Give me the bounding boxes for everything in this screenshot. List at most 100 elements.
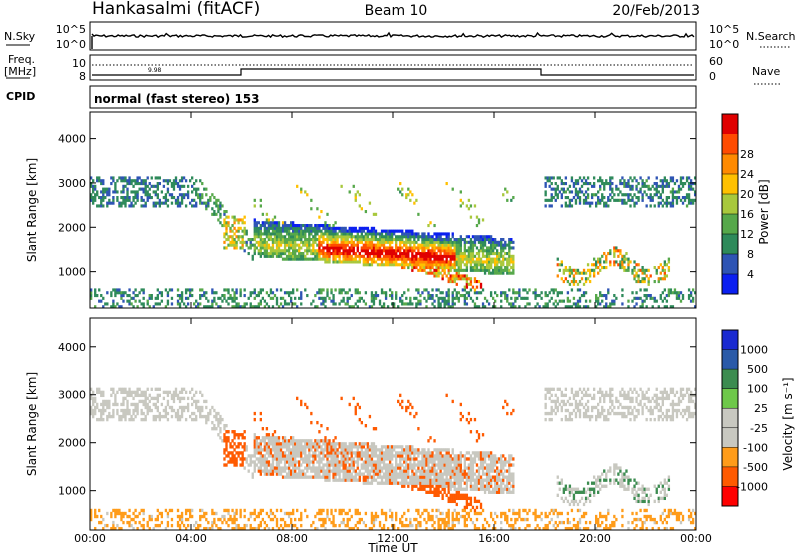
power-cell: [489, 263, 493, 267]
power-cell: [578, 296, 582, 300]
velocity-cell: [283, 520, 287, 525]
power-cell: [401, 252, 404, 256]
power-cell: [356, 288, 359, 292]
power-cell: [465, 249, 469, 253]
power-cell: [298, 296, 301, 300]
power-cell: [453, 263, 456, 267]
velocity-cell: [223, 436, 226, 440]
power-cell: [106, 201, 109, 205]
velocity-cell: [300, 514, 303, 519]
velocity-cell: [277, 439, 281, 443]
velocity-cell: [326, 511, 329, 516]
velocity-cell: [314, 454, 317, 458]
velocity-cell: [225, 520, 228, 525]
power-cell: [631, 179, 634, 183]
velocity-cell: [352, 475, 355, 479]
power-cell: [148, 187, 151, 191]
velocity-cell: [277, 448, 281, 452]
velocity-cell: [239, 451, 242, 455]
power-cell: [465, 260, 469, 264]
power-cell: [184, 193, 188, 197]
power-cell: [267, 218, 271, 222]
power-cell: [431, 266, 434, 270]
power-cell: [376, 257, 380, 261]
power-cell: [225, 229, 228, 233]
power-cell: [679, 291, 683, 295]
velocity-cell: [174, 387, 178, 391]
power-cell: [374, 238, 378, 242]
power-cell: [437, 249, 440, 253]
velocity-cell: [199, 508, 202, 513]
power-cell: [605, 257, 608, 261]
power-cell: [92, 187, 95, 191]
power-cell: [500, 291, 503, 295]
power-cell: [627, 263, 630, 267]
power-cell: [556, 302, 559, 306]
power-cell: [368, 246, 372, 250]
power-colorbar-swatch: [722, 194, 738, 214]
velocity-cell: [102, 408, 105, 413]
power-cell: [560, 260, 563, 264]
power-cell: [354, 291, 357, 295]
power-cell: [354, 302, 357, 306]
velocity-cell: [243, 436, 246, 440]
velocity-cell: [350, 454, 353, 458]
power-cell: [235, 243, 238, 247]
velocity-cell: [195, 414, 198, 419]
velocity-cell: [106, 402, 109, 407]
power-cell: [134, 182, 137, 186]
power-cell: [96, 193, 99, 197]
power-cell: [168, 193, 172, 197]
power-cell: [223, 218, 226, 222]
power-cell: [364, 232, 368, 236]
power-cell: [588, 280, 592, 284]
power-cell: [653, 182, 656, 186]
velocity-cell: [350, 478, 353, 482]
power-cell: [281, 305, 285, 309]
power-cell: [691, 299, 695, 303]
power-cell: [459, 277, 462, 281]
power-cell: [473, 291, 477, 295]
velocity-cell: [285, 466, 289, 470]
power-cell: [512, 266, 515, 270]
velocity-cell: [184, 405, 188, 410]
velocity-cell: [166, 514, 170, 519]
velocity-cell: [253, 451, 256, 455]
velocity-cell: [362, 478, 366, 482]
velocity-cell: [334, 523, 337, 528]
velocity-cell: [249, 523, 252, 528]
velocity-cell: [186, 508, 190, 513]
velocity-cell: [233, 511, 236, 516]
power-cell: [599, 302, 602, 306]
velocity-cell: [197, 408, 200, 413]
power-cell: [558, 263, 561, 267]
velocity-cell: [110, 393, 113, 398]
velocity-cell: [318, 466, 321, 470]
power-cell: [647, 282, 650, 286]
velocity-cell: [269, 454, 273, 458]
velocity-cell: [209, 526, 212, 531]
velocity-cell: [320, 445, 323, 449]
velocity-cell: [217, 417, 220, 422]
power-cell: [261, 296, 265, 300]
velocity-cell: [366, 478, 370, 482]
power-cell: [457, 291, 460, 295]
power-cell: [164, 305, 168, 309]
power-cell: [421, 246, 424, 250]
velocity-cell: [126, 411, 129, 416]
velocity-cell: [292, 445, 295, 449]
power-cell: [500, 266, 503, 270]
velocity-cell: [340, 457, 343, 461]
power-cell: [560, 196, 563, 200]
power-cell: [154, 302, 157, 306]
power-cell: [405, 252, 408, 256]
power-cell: [170, 196, 174, 200]
velocity-cell: [289, 457, 293, 461]
power-cell: [512, 246, 515, 250]
power-cell: [407, 263, 410, 267]
power-cell: [386, 249, 390, 253]
power-cell: [96, 190, 99, 194]
power-cell: [199, 193, 202, 197]
velocity-cell: [348, 472, 351, 476]
power-cell: [360, 240, 363, 244]
